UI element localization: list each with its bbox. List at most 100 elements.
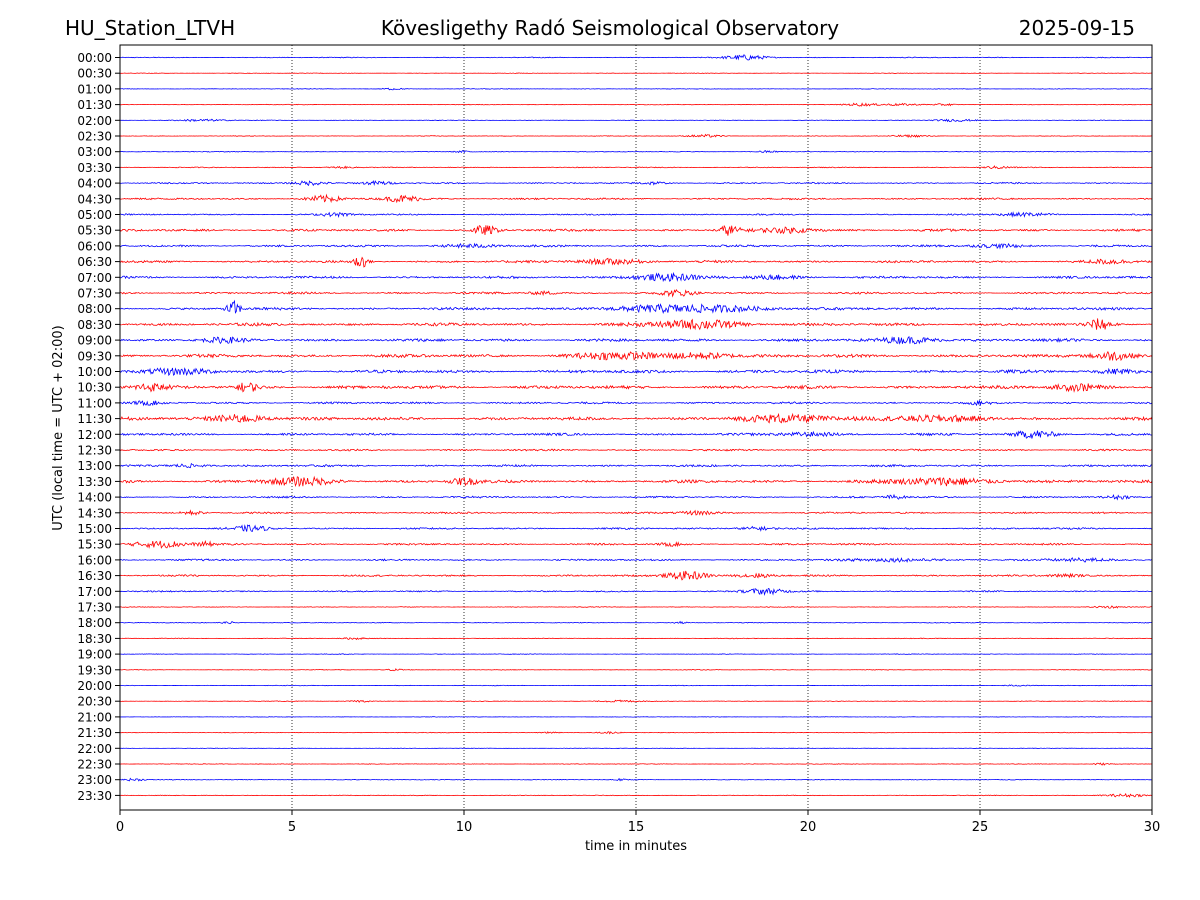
trace-row-0300 (119, 150, 1153, 154)
trace-row-1700 (119, 588, 1153, 596)
trace-row-0230 (119, 133, 1153, 138)
y-tick-label: 12:30 (77, 444, 112, 458)
y-tick-label: 13:00 (77, 459, 112, 473)
x-tick-label: 5 (288, 820, 296, 835)
trace-row-1600 (119, 556, 1153, 563)
station-label: HU_Station_LTVH (65, 16, 235, 40)
trace-row-2030 (119, 699, 1153, 703)
y-tick-label: 00:00 (77, 51, 112, 65)
y-tick-label: 00:30 (77, 67, 112, 81)
trace-row-0730 (119, 289, 1153, 298)
y-tick-label: 08:00 (77, 302, 112, 316)
y-tick-label: 11:30 (77, 412, 112, 426)
trace-row-1900 (119, 653, 1153, 655)
y-axis-label: UTC (local time = UTC + 02:00) (51, 325, 66, 530)
trace-row-0400 (119, 180, 1153, 187)
trace-row-1430 (119, 509, 1153, 517)
y-tick-label: 11:00 (77, 396, 112, 410)
trace-row-0200 (119, 118, 1152, 123)
trace-row-0630 (119, 256, 1153, 268)
trace-row-1230 (119, 448, 1153, 452)
y-tick-label: 15:00 (77, 522, 112, 536)
y-tick-label: 07:30 (77, 287, 112, 301)
y-tick-label: 19:00 (77, 648, 112, 662)
trace-row-0430 (119, 193, 1153, 204)
trace-row-1630 (119, 570, 1153, 581)
trace-row-1100 (119, 399, 1153, 407)
y-tick-label: 06:00 (77, 239, 112, 253)
y-tick-label: 19:30 (77, 663, 112, 677)
y-tick-label: 03:00 (77, 145, 112, 159)
trace-row-0930 (119, 350, 1153, 362)
x-tick-label: 0 (116, 820, 124, 835)
x-axis-label: time in minutes (585, 839, 687, 854)
trace-row-1800 (120, 620, 1153, 625)
y-tick-label: 13:30 (77, 475, 112, 489)
trace-row-1030 (119, 382, 1153, 393)
y-tick-label: 23:30 (77, 789, 112, 803)
y-tick-label: 05:00 (77, 208, 112, 222)
x-tick-label: 25 (972, 820, 989, 835)
y-tick-label: 18:00 (77, 616, 112, 630)
trace-row-2330 (119, 792, 1153, 798)
y-tick-label: 05:30 (77, 224, 112, 238)
y-tick-label: 04:30 (77, 192, 112, 206)
trace-row-0700 (119, 271, 1153, 283)
trace-row-1000 (119, 367, 1153, 377)
trace-row-0130 (119, 102, 1153, 107)
y-tick-label: 02:00 (77, 114, 112, 128)
trace-row-0830 (119, 318, 1153, 331)
trace-row-0100 (119, 87, 1152, 91)
y-tick-label: 14:00 (77, 491, 112, 505)
y-tick-label: 10:30 (77, 381, 112, 395)
trace-row-0600 (119, 242, 1153, 250)
y-tick-label: 06:30 (77, 255, 112, 269)
y-tick-label: 14:30 (77, 506, 112, 520)
y-tick-label: 03:30 (77, 161, 112, 175)
y-tick-label: 01:30 (77, 98, 112, 112)
trace-row-2230 (120, 762, 1153, 766)
trace-row-1930 (119, 668, 1153, 672)
trace-row-2130 (119, 731, 1153, 735)
y-tick-label: 20:30 (77, 695, 112, 709)
trace-row-1500 (119, 524, 1153, 533)
x-tick-label: 15 (628, 820, 645, 835)
y-tick-label: 16:00 (77, 553, 112, 567)
trace-row-0500 (119, 211, 1153, 219)
y-tick-label: 22:00 (77, 742, 112, 756)
trace-row-0800 (119, 299, 1153, 315)
trace-row-1730 (119, 605, 1153, 609)
trace-row-1400 (119, 493, 1153, 501)
y-tick-label: 17:00 (77, 585, 112, 599)
y-tick-label: 23:00 (77, 773, 112, 787)
trace-row-1330 (119, 475, 1153, 488)
trace-row-0000 (119, 54, 1153, 61)
x-tick-labels: 0 5 10 15 20 25 30 (116, 810, 1160, 835)
x-tick-label: 30 (1144, 820, 1161, 835)
trace-row-0330 (119, 165, 1153, 170)
y-tick-label: 07:00 (77, 271, 112, 285)
trace-row-1830 (119, 637, 1153, 641)
y-tick-label: 12:00 (77, 428, 112, 442)
x-tick-label: 10 (456, 820, 473, 835)
trace-row-1130 (119, 412, 1153, 424)
trace-row-1200 (119, 430, 1153, 439)
plot-frame (119, 44, 1153, 811)
y-tick-label: 21:30 (77, 726, 112, 740)
trace-row-2000 (119, 684, 1153, 687)
y-tick-label: 16:30 (77, 569, 112, 583)
y-tick-label: 08:30 (77, 318, 112, 332)
y-tick-label: 10:00 (77, 365, 112, 379)
y-tick-label: 17:30 (77, 601, 112, 615)
y-tick-label: 22:30 (77, 758, 112, 772)
y-tick-label: 15:30 (77, 538, 112, 552)
seismogram-traces (119, 54, 1153, 798)
y-tick-label: 09:00 (77, 334, 112, 348)
trace-row-2300 (119, 777, 1153, 782)
y-tick-label: 01:00 (77, 82, 112, 96)
y-tick-label: 02:30 (77, 130, 112, 144)
date-label: 2025-09-15 (1019, 16, 1135, 40)
y-tick-label: 20:00 (77, 679, 112, 693)
y-tick-label: 04:00 (77, 177, 112, 191)
